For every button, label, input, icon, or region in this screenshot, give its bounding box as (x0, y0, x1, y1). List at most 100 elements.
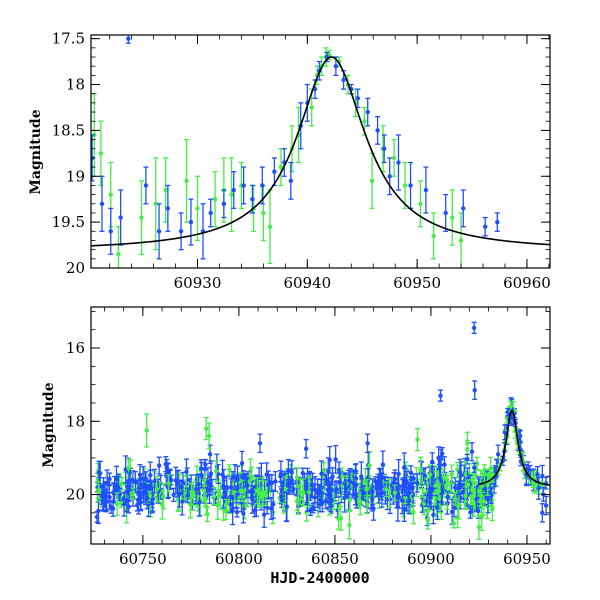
data-point (395, 504, 401, 510)
data-point (144, 428, 149, 433)
data-point (471, 325, 477, 331)
bottom-blue-point (268, 496, 274, 520)
bottom-blue-point (142, 471, 148, 500)
bottom-blue-point (406, 486, 412, 515)
bottom-blue-point (409, 479, 415, 490)
data-point (230, 508, 235, 514)
data-point (380, 462, 386, 467)
bottom-blue-point (272, 470, 278, 493)
data-point (463, 471, 468, 477)
bottom-blue-point (438, 483, 444, 503)
top-blue-point (443, 193, 449, 232)
top-green-point (212, 171, 218, 228)
data-point (193, 487, 199, 492)
data-point (396, 160, 401, 165)
bottom-blue-point (286, 478, 292, 495)
data-point (223, 502, 229, 507)
data-point (254, 484, 259, 489)
bottom-y-axis-label: Magnitude (41, 382, 57, 467)
bottom-green-point (436, 483, 442, 500)
data-point (204, 504, 209, 510)
data-point (465, 482, 471, 488)
data-point (196, 481, 201, 487)
data-point (392, 476, 398, 482)
top-blue-point (395, 134, 401, 191)
bottom-blue-point (495, 444, 501, 465)
top-plot-frame (90, 34, 551, 269)
data-point (361, 490, 366, 496)
bottom-green-point (392, 484, 398, 502)
data-point (310, 505, 316, 511)
data-point (267, 224, 273, 229)
bottom-green-point (478, 485, 484, 508)
top-green-point (449, 189, 455, 246)
data-point (156, 229, 162, 234)
top-blue-point (494, 212, 500, 232)
bottom-green-point (114, 492, 120, 517)
top-plot-area (91, 35, 550, 268)
top-blue-point (423, 166, 429, 214)
data-point (469, 449, 475, 454)
bottom-green-point (464, 431, 470, 455)
bottom-green-point (295, 484, 301, 515)
data-point (415, 437, 420, 442)
bottom-blue-point (436, 446, 442, 470)
data-point (443, 210, 448, 216)
top-x-tick-label: 60940 (283, 274, 331, 292)
bottom-blue-point (457, 458, 463, 486)
bottom-blue-point (117, 487, 123, 502)
bottom-green-point (481, 464, 487, 485)
top-blue-point (125, 35, 131, 44)
data-point (306, 489, 312, 495)
data-point (288, 178, 294, 184)
data-point (191, 491, 196, 496)
data-point (143, 483, 148, 488)
data-point (365, 441, 370, 446)
data-point (234, 509, 240, 515)
data-point (148, 493, 153, 498)
bottom-model-curve (478, 409, 550, 486)
bottom-blue-point (414, 473, 420, 493)
data-point (269, 480, 275, 486)
bottom-blue-point (333, 444, 339, 474)
data-point (408, 183, 413, 188)
data-point (294, 475, 300, 480)
bottom-green-point (444, 478, 450, 494)
data-point (215, 502, 220, 508)
data-point (161, 494, 166, 499)
bottom-ticks-layer: 60750 60800 60850 60900 60950 16 18 20 (66, 307, 551, 568)
data-point (205, 479, 211, 485)
data-point (334, 486, 339, 492)
data-point (126, 466, 131, 471)
bottom-x-tick-label: 60900 (407, 550, 455, 568)
bottom-green-point (306, 477, 312, 508)
data-point (98, 151, 104, 156)
data-point (228, 484, 234, 490)
data-point (456, 485, 461, 491)
data-point (402, 479, 407, 485)
data-point (110, 506, 116, 511)
bottom-x-tick-label: 60850 (311, 550, 359, 568)
top-green-point (98, 120, 104, 187)
bottom-y-tick-label: 18 (66, 412, 85, 430)
top-model-curve (91, 56, 550, 247)
top-green-point (267, 189, 273, 265)
data-point (442, 462, 447, 467)
data-point (232, 474, 238, 480)
data-point (436, 489, 442, 494)
top-data-layer (91, 35, 550, 268)
bottom-blue-point (202, 459, 208, 471)
data-point (126, 36, 131, 41)
data-point (266, 482, 271, 488)
bottom-blue-point (103, 488, 109, 513)
data-point (384, 487, 389, 492)
bottom-blue-point (370, 478, 376, 506)
data-point (255, 488, 260, 493)
top-green-point (369, 152, 375, 210)
data-point (103, 498, 108, 503)
data-point (278, 164, 284, 170)
data-point (148, 472, 153, 478)
top-x-tick-label: 60930 (174, 274, 222, 292)
bottom-green-point (260, 477, 266, 507)
data-point (236, 495, 241, 500)
